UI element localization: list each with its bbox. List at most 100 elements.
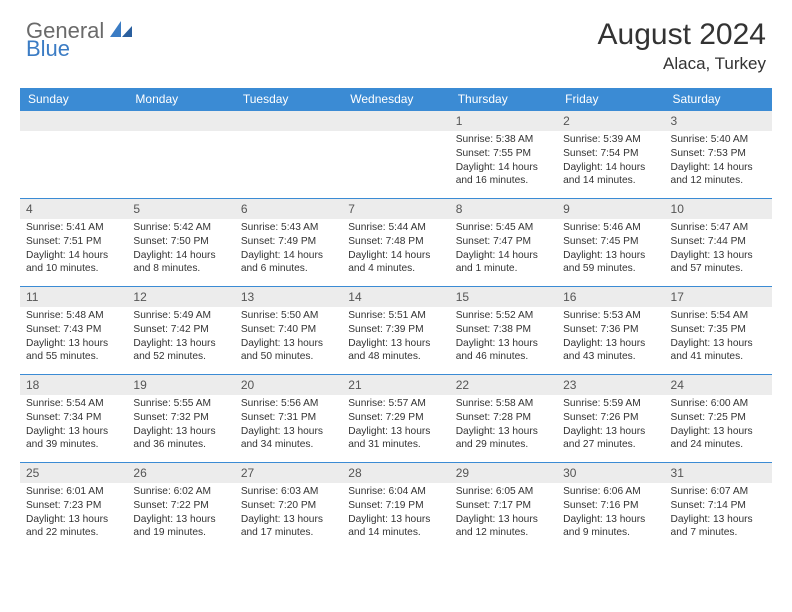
day-number: 28 [342, 463, 449, 483]
calendar-day-cell: 17Sunrise: 5:54 AMSunset: 7:35 PMDayligh… [665, 286, 772, 374]
calendar-week-row: 18Sunrise: 5:54 AMSunset: 7:34 PMDayligh… [20, 374, 772, 462]
calendar-week-row: 4Sunrise: 5:41 AMSunset: 7:51 PMDaylight… [20, 198, 772, 286]
day-number: 25 [20, 463, 127, 483]
calendar-day-cell: 4Sunrise: 5:41 AMSunset: 7:51 PMDaylight… [20, 198, 127, 286]
day-content: Sunrise: 5:46 AMSunset: 7:45 PMDaylight:… [557, 219, 664, 280]
day-content: Sunrise: 5:44 AMSunset: 7:48 PMDaylight:… [342, 219, 449, 280]
calendar-day-cell: 2Sunrise: 5:39 AMSunset: 7:54 PMDaylight… [557, 110, 664, 198]
calendar-day-cell: 29Sunrise: 6:05 AMSunset: 7:17 PMDayligh… [450, 462, 557, 550]
location-label: Alaca, Turkey [598, 54, 766, 74]
calendar-day-cell: 26Sunrise: 6:02 AMSunset: 7:22 PMDayligh… [127, 462, 234, 550]
day-content: Sunrise: 6:03 AMSunset: 7:20 PMDaylight:… [235, 483, 342, 544]
calendar-day-cell: 6Sunrise: 5:43 AMSunset: 7:49 PMDaylight… [235, 198, 342, 286]
calendar-day-cell: 23Sunrise: 5:59 AMSunset: 7:26 PMDayligh… [557, 374, 664, 462]
calendar-day-cell: 5Sunrise: 5:42 AMSunset: 7:50 PMDaylight… [127, 198, 234, 286]
calendar-day-cell: 21Sunrise: 5:57 AMSunset: 7:29 PMDayligh… [342, 374, 449, 462]
day-number: 4 [20, 199, 127, 219]
calendar-day-cell: 27Sunrise: 6:03 AMSunset: 7:20 PMDayligh… [235, 462, 342, 550]
calendar-day-cell: 3Sunrise: 5:40 AMSunset: 7:53 PMDaylight… [665, 110, 772, 198]
day-content: Sunrise: 6:01 AMSunset: 7:23 PMDaylight:… [20, 483, 127, 544]
day-number: 14 [342, 287, 449, 307]
weekday-header-row: Sunday Monday Tuesday Wednesday Thursday… [20, 88, 772, 110]
title-block: August 2024 Alaca, Turkey [598, 18, 766, 74]
day-number: 22 [450, 375, 557, 395]
calendar-table: Sunday Monday Tuesday Wednesday Thursday… [20, 88, 772, 550]
calendar-day-cell: 24Sunrise: 6:00 AMSunset: 7:25 PMDayligh… [665, 374, 772, 462]
header: General August 2024 Alaca, Turkey [0, 0, 792, 82]
weekday-header: Thursday [450, 88, 557, 110]
calendar-day-cell: 1Sunrise: 5:38 AMSunset: 7:55 PMDaylight… [450, 110, 557, 198]
calendar-day-cell: 20Sunrise: 5:56 AMSunset: 7:31 PMDayligh… [235, 374, 342, 462]
day-number: 13 [235, 287, 342, 307]
day-number: 1 [450, 111, 557, 131]
day-content: Sunrise: 5:53 AMSunset: 7:36 PMDaylight:… [557, 307, 664, 368]
calendar-day-cell: 16Sunrise: 5:53 AMSunset: 7:36 PMDayligh… [557, 286, 664, 374]
weekday-header: Monday [127, 88, 234, 110]
weekday-header: Saturday [665, 88, 772, 110]
calendar-day-cell: 14Sunrise: 5:51 AMSunset: 7:39 PMDayligh… [342, 286, 449, 374]
logo-sail-icon [108, 19, 134, 44]
calendar-day-cell: 9Sunrise: 5:46 AMSunset: 7:45 PMDaylight… [557, 198, 664, 286]
day-number: 2 [557, 111, 664, 131]
weekday-header: Tuesday [235, 88, 342, 110]
day-content: Sunrise: 5:57 AMSunset: 7:29 PMDaylight:… [342, 395, 449, 456]
weekday-header: Wednesday [342, 88, 449, 110]
calendar-day-cell: 28Sunrise: 6:04 AMSunset: 7:19 PMDayligh… [342, 462, 449, 550]
calendar-day-cell: 8Sunrise: 5:45 AMSunset: 7:47 PMDaylight… [450, 198, 557, 286]
calendar-day-cell: 15Sunrise: 5:52 AMSunset: 7:38 PMDayligh… [450, 286, 557, 374]
day-content: Sunrise: 5:43 AMSunset: 7:49 PMDaylight:… [235, 219, 342, 280]
day-number: 9 [557, 199, 664, 219]
day-number: 5 [127, 199, 234, 219]
day-content: Sunrise: 5:45 AMSunset: 7:47 PMDaylight:… [450, 219, 557, 280]
day-content: Sunrise: 5:48 AMSunset: 7:43 PMDaylight:… [20, 307, 127, 368]
calendar-day-cell [342, 110, 449, 198]
day-number: 16 [557, 287, 664, 307]
day-content: Sunrise: 5:54 AMSunset: 7:34 PMDaylight:… [20, 395, 127, 456]
day-content: Sunrise: 5:52 AMSunset: 7:38 PMDaylight:… [450, 307, 557, 368]
calendar-day-cell: 19Sunrise: 5:55 AMSunset: 7:32 PMDayligh… [127, 374, 234, 462]
calendar-day-cell: 25Sunrise: 6:01 AMSunset: 7:23 PMDayligh… [20, 462, 127, 550]
day-number: 7 [342, 199, 449, 219]
day-content: Sunrise: 5:55 AMSunset: 7:32 PMDaylight:… [127, 395, 234, 456]
logo-text-blue: Blue [26, 36, 70, 61]
day-content: Sunrise: 6:04 AMSunset: 7:19 PMDaylight:… [342, 483, 449, 544]
calendar-day-cell: 10Sunrise: 5:47 AMSunset: 7:44 PMDayligh… [665, 198, 772, 286]
day-content: Sunrise: 5:56 AMSunset: 7:31 PMDaylight:… [235, 395, 342, 456]
day-content: Sunrise: 5:54 AMSunset: 7:35 PMDaylight:… [665, 307, 772, 368]
day-number: 31 [665, 463, 772, 483]
day-number: 29 [450, 463, 557, 483]
calendar-day-cell [235, 110, 342, 198]
day-number: 17 [665, 287, 772, 307]
calendar-day-cell: 7Sunrise: 5:44 AMSunset: 7:48 PMDaylight… [342, 198, 449, 286]
day-number: 15 [450, 287, 557, 307]
day-content: Sunrise: 6:06 AMSunset: 7:16 PMDaylight:… [557, 483, 664, 544]
calendar-week-row: 25Sunrise: 6:01 AMSunset: 7:23 PMDayligh… [20, 462, 772, 550]
day-content: Sunrise: 5:38 AMSunset: 7:55 PMDaylight:… [450, 131, 557, 192]
calendar-day-cell: 30Sunrise: 6:06 AMSunset: 7:16 PMDayligh… [557, 462, 664, 550]
calendar-day-cell: 11Sunrise: 5:48 AMSunset: 7:43 PMDayligh… [20, 286, 127, 374]
day-number: 20 [235, 375, 342, 395]
calendar-day-cell [127, 110, 234, 198]
day-content: Sunrise: 6:00 AMSunset: 7:25 PMDaylight:… [665, 395, 772, 456]
day-content: Sunrise: 5:41 AMSunset: 7:51 PMDaylight:… [20, 219, 127, 280]
day-number: 18 [20, 375, 127, 395]
calendar-week-row: 1Sunrise: 5:38 AMSunset: 7:55 PMDaylight… [20, 110, 772, 198]
day-number: 19 [127, 375, 234, 395]
day-content: Sunrise: 5:47 AMSunset: 7:44 PMDaylight:… [665, 219, 772, 280]
day-number: 8 [450, 199, 557, 219]
day-number: 12 [127, 287, 234, 307]
day-content: Sunrise: 5:40 AMSunset: 7:53 PMDaylight:… [665, 131, 772, 192]
day-content: Sunrise: 6:07 AMSunset: 7:14 PMDaylight:… [665, 483, 772, 544]
calendar-day-cell: 12Sunrise: 5:49 AMSunset: 7:42 PMDayligh… [127, 286, 234, 374]
calendar-day-cell: 18Sunrise: 5:54 AMSunset: 7:34 PMDayligh… [20, 374, 127, 462]
day-content: Sunrise: 6:02 AMSunset: 7:22 PMDaylight:… [127, 483, 234, 544]
day-number: 27 [235, 463, 342, 483]
day-content: Sunrise: 5:49 AMSunset: 7:42 PMDaylight:… [127, 307, 234, 368]
calendar-day-cell: 22Sunrise: 5:58 AMSunset: 7:28 PMDayligh… [450, 374, 557, 462]
day-number: 6 [235, 199, 342, 219]
calendar-day-cell: 13Sunrise: 5:50 AMSunset: 7:40 PMDayligh… [235, 286, 342, 374]
day-content: Sunrise: 5:51 AMSunset: 7:39 PMDaylight:… [342, 307, 449, 368]
day-content: Sunrise: 5:42 AMSunset: 7:50 PMDaylight:… [127, 219, 234, 280]
weekday-header: Sunday [20, 88, 127, 110]
day-content: Sunrise: 5:59 AMSunset: 7:26 PMDaylight:… [557, 395, 664, 456]
